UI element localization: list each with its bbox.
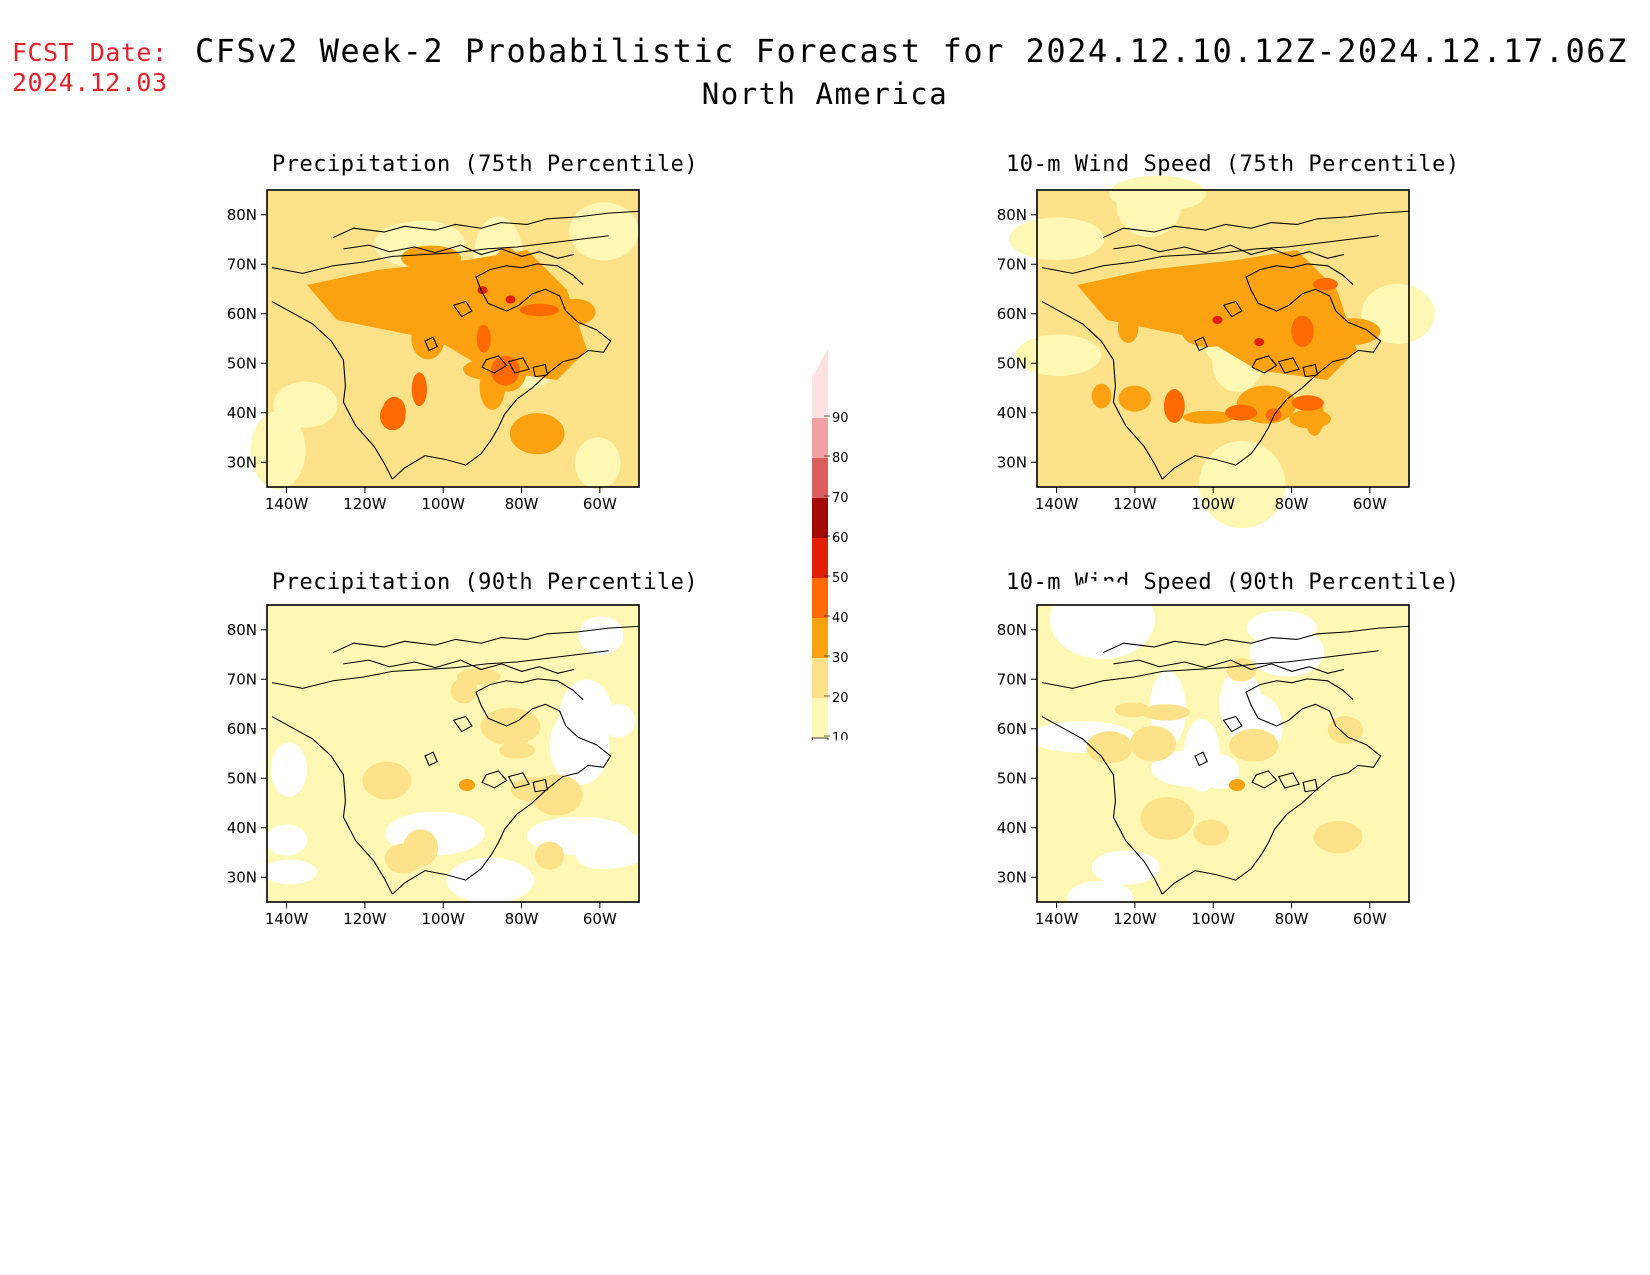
lon-tick-label: 80W <box>1275 910 1309 928</box>
probability-field <box>250 190 639 490</box>
map-frame <box>266 604 640 903</box>
lon-tick-label: 60W <box>1353 910 1387 928</box>
panel-title-precip90: Precipitation (90th Percentile) <box>272 570 699 595</box>
colorbar-label: 10 <box>832 731 849 740</box>
lon-tick-label: 140W <box>1035 495 1079 513</box>
lon-tick-label: 100W <box>1191 495 1235 513</box>
lat-tick-label: 60N <box>997 305 1027 323</box>
lon-tick-label: 100W <box>421 910 465 928</box>
probability-field <box>1009 175 1435 529</box>
lat-tick-label: 80N <box>997 206 1027 224</box>
colorbar-label: 50 <box>832 571 849 586</box>
lon-tick-label: 100W <box>1191 910 1235 928</box>
forecast-date-block: FCST Date: 2024.12.03 <box>12 38 168 98</box>
colorbar-swatch <box>812 658 828 698</box>
lon-tick-label: 60W <box>583 495 617 513</box>
lon-tick-label: 60W <box>1353 495 1387 513</box>
colorbar-label: 90 <box>832 411 849 426</box>
lat-tick-label: 40N <box>227 404 257 422</box>
lat-tick-label: 80N <box>997 621 1027 639</box>
lat-tick-label: 70N <box>227 255 257 273</box>
colorbar-label: 30 <box>832 651 849 666</box>
colorbar-label: 20 <box>832 691 849 706</box>
lat-tick-label: 70N <box>997 670 1027 688</box>
lon-tick-label: 120W <box>1113 495 1157 513</box>
lat-tick-label: 30N <box>997 868 1027 886</box>
lon-tick-label: 140W <box>265 910 309 928</box>
coastline <box>1041 625 1410 895</box>
lon-tick-label: 120W <box>343 495 387 513</box>
lat-tick-label: 40N <box>997 819 1027 837</box>
lat-tick-label: 30N <box>997 453 1027 471</box>
colorbar-swatch <box>812 578 828 618</box>
map-frame <box>266 189 640 488</box>
lat-tick-label: 50N <box>227 769 257 787</box>
forecast-date-value: 2024.12.03 <box>12 68 168 97</box>
probability-field <box>1028 580 1409 915</box>
lat-tick-label: 70N <box>227 670 257 688</box>
lat-tick-label: 80N <box>227 621 257 639</box>
coastline <box>271 210 640 480</box>
lat-tick-label: 60N <box>227 720 257 738</box>
colorbar-label: 60 <box>832 531 849 546</box>
lon-tick-label: 80W <box>505 910 539 928</box>
colorbar: 10 20 30 40 50 60 70 80 90 <box>811 348 849 740</box>
map-wind90: 80N 70N 60N 50N 40N 30N 140W 120W 100W 80W 60W <box>997 580 1410 928</box>
colorbar-label: 80 <box>832 451 849 466</box>
lat-tick-label: 40N <box>227 819 257 837</box>
colorbar-swatch <box>812 618 828 658</box>
lat-tick-label: 40N <box>997 404 1027 422</box>
lon-tick-label: 80W <box>505 495 539 513</box>
lon-tick-label: 120W <box>1113 910 1157 928</box>
coastline <box>1041 210 1410 480</box>
colorbar-label: 70 <box>832 491 849 506</box>
lat-tick-label: 30N <box>227 453 257 471</box>
page-title: CFSv2 Week-2 Probabilistic Forecast for … <box>195 32 1628 70</box>
colorbar-swatch <box>812 698 828 738</box>
region-subtitle: North America <box>701 77 949 111</box>
colorbar-swatch <box>812 458 828 498</box>
map-precip75: 80N 70N 60N 50N 40N 30N 140W 120W 100W 80W 60W <box>227 189 640 513</box>
map-precip90: 80N 70N 60N 50N 40N 30N 140W 120W 100W 80W 60W <box>227 604 649 928</box>
lat-tick-label: 60N <box>997 720 1027 738</box>
lat-tick-label: 50N <box>997 769 1027 787</box>
colorbar-swatch <box>812 418 828 458</box>
lat-tick-label: 70N <box>997 255 1027 273</box>
colorbar-swatch <box>812 378 828 418</box>
colorbar-top-cap <box>812 348 828 378</box>
colorbar-label: 40 <box>832 611 849 626</box>
lat-tick-label: 30N <box>227 868 257 886</box>
lon-tick-label: 60W <box>583 910 617 928</box>
map-frame <box>1036 189 1410 488</box>
lon-tick-label: 120W <box>343 910 387 928</box>
lat-tick-label: 50N <box>997 354 1027 372</box>
map-frame <box>1036 604 1410 903</box>
lon-tick-label: 140W <box>1035 910 1079 928</box>
panel-title-wind75: 10-m Wind Speed (75th Percentile) <box>1006 152 1460 177</box>
colorbar-bottom-cap <box>811 737 829 740</box>
map-wind75: 80N 70N 60N 50N 40N 30N 140W 120W 100W 80W 60W <box>997 175 1435 529</box>
probability-field <box>262 605 649 904</box>
colorbar-swatch <box>812 538 828 578</box>
lon-tick-label: 80W <box>1275 495 1309 513</box>
forecast-date-label: FCST Date: <box>12 38 168 67</box>
lat-tick-label: 80N <box>227 206 257 224</box>
colorbar-swatch <box>812 498 828 538</box>
lat-tick-label: 50N <box>227 354 257 372</box>
panel-title-precip75: Precipitation (75th Percentile) <box>272 152 699 177</box>
coastline <box>271 625 640 895</box>
lon-tick-label: 140W <box>265 495 309 513</box>
lon-tick-label: 100W <box>421 495 465 513</box>
lat-tick-label: 60N <box>227 305 257 323</box>
